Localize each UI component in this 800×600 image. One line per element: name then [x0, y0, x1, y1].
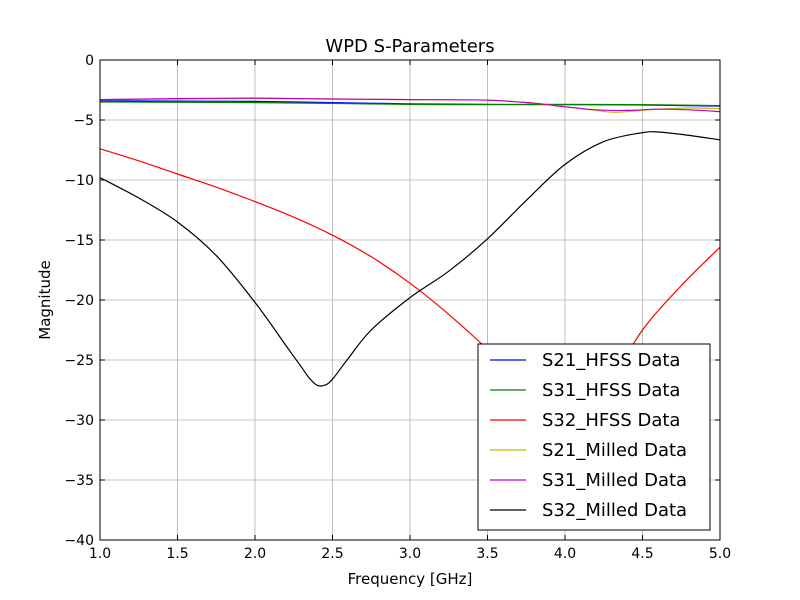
legend-label-s21-hfss-data: S21_HFSS Data — [542, 350, 680, 371]
y-axis-title: Magnitude — [36, 260, 54, 339]
x-tick-label: 5.0 — [709, 546, 731, 562]
chart-title: WPD S-Parameters — [325, 36, 494, 57]
legend-label-s31-hfss-data: S31_HFSS Data — [542, 380, 680, 401]
x-tick-label: 3.0 — [399, 546, 421, 562]
ticks: 1.0 1.5 2.0 2.5 3.0 3.5 4.0 4.5 5.0 0 −5 −10 −15 −20 −… — [64, 53, 731, 562]
x-tick-label: 3.5 — [476, 546, 498, 562]
series-line-s31-milled-data — [100, 97, 720, 113]
legend-label-s31-milled-data: S31_Milled Data — [542, 470, 687, 491]
x-tick-label: 4.0 — [554, 546, 576, 562]
x-axis-title: Frequency [GHz] — [348, 570, 473, 588]
x-tick-label: 4.5 — [631, 546, 653, 562]
x-tick-label: 2.0 — [244, 546, 266, 562]
series-line-s32-milled-data — [100, 130, 720, 387]
y-tick-label: −20 — [64, 293, 94, 309]
legend-label-s32-milled-data: S32_Milled Data — [542, 500, 687, 521]
series-line-s31-hfss-data — [100, 101, 720, 107]
y-tick-label: −40 — [64, 533, 94, 549]
series-lines — [100, 97, 720, 419]
legend-label-s32-hfss-data: S32_HFSS Data — [542, 410, 680, 431]
y-tick-label: 0 — [85, 53, 94, 69]
y-tick-label: −25 — [64, 353, 94, 369]
y-tick-label: −5 — [73, 113, 94, 129]
x-tick-label: 1.5 — [166, 546, 188, 562]
y-tick-label: −30 — [64, 413, 94, 429]
legend-label-s21-milled-data: S21_Milled Data — [542, 440, 687, 461]
y-tick-label: −15 — [64, 233, 94, 249]
legend-box — [477, 343, 711, 531]
y-tick-label: −35 — [64, 473, 94, 489]
legend: S21_HFSS Data S31_HFSS Data S32_HFSS Data S… — [477, 343, 711, 531]
grid — [100, 60, 720, 540]
x-tick-label: 1.0 — [89, 546, 111, 562]
x-tick-label: 2.5 — [321, 546, 343, 562]
y-tick-label: −10 — [64, 173, 94, 189]
